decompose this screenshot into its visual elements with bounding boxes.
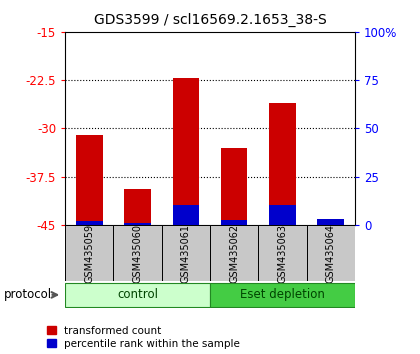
Bar bbox=[269, 103, 296, 225]
FancyBboxPatch shape bbox=[210, 225, 258, 281]
FancyBboxPatch shape bbox=[65, 283, 210, 307]
Text: GSM435060: GSM435060 bbox=[133, 224, 142, 282]
Bar bbox=[221, 220, 247, 225]
Text: GSM435062: GSM435062 bbox=[229, 223, 239, 283]
Bar bbox=[269, 205, 296, 225]
Bar bbox=[124, 223, 151, 225]
Text: Eset depletion: Eset depletion bbox=[240, 288, 325, 301]
Bar bbox=[221, 148, 247, 225]
Bar bbox=[76, 135, 102, 225]
Text: protocol: protocol bbox=[4, 289, 53, 301]
FancyBboxPatch shape bbox=[65, 225, 113, 281]
Bar bbox=[318, 219, 344, 225]
Text: GSM435061: GSM435061 bbox=[181, 224, 191, 282]
Bar bbox=[76, 221, 102, 225]
Bar bbox=[173, 78, 199, 225]
Text: GSM435063: GSM435063 bbox=[278, 224, 287, 282]
Bar bbox=[173, 205, 199, 225]
Bar bbox=[124, 189, 151, 225]
Text: GDS3599 / scl16569.2.1653_38-S: GDS3599 / scl16569.2.1653_38-S bbox=[94, 12, 326, 27]
Text: GSM435059: GSM435059 bbox=[84, 223, 94, 283]
Bar bbox=[318, 219, 344, 225]
Legend: transformed count, percentile rank within the sample: transformed count, percentile rank withi… bbox=[47, 326, 240, 349]
FancyBboxPatch shape bbox=[210, 283, 355, 307]
FancyBboxPatch shape bbox=[258, 225, 307, 281]
FancyBboxPatch shape bbox=[113, 225, 162, 281]
Text: control: control bbox=[117, 288, 158, 301]
FancyBboxPatch shape bbox=[307, 225, 355, 281]
Text: GSM435064: GSM435064 bbox=[326, 224, 336, 282]
FancyBboxPatch shape bbox=[162, 225, 210, 281]
